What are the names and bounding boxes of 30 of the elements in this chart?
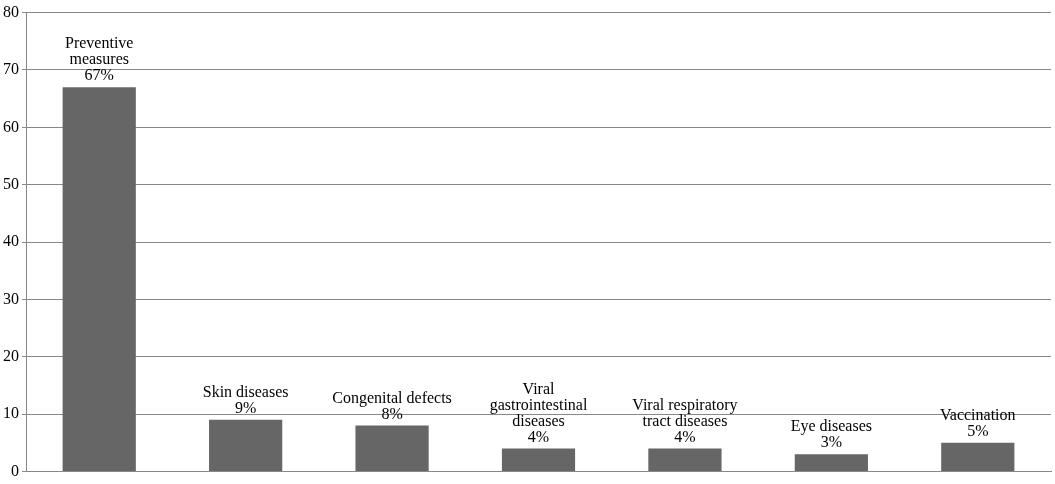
y-tick-label: 40	[3, 232, 19, 250]
y-tick-label: 80	[3, 2, 19, 20]
bar	[501, 448, 576, 471]
bar	[209, 419, 283, 471]
x-tick-label: Vaccination	[940, 405, 1016, 423]
y-tick-label: 50	[3, 174, 19, 192]
y-tick-label: 0	[11, 461, 19, 479]
data-label: 67%	[84, 66, 114, 84]
bar	[648, 448, 722, 471]
x-tick-label: Skin diseases	[202, 382, 289, 400]
data-label: 8%	[381, 404, 403, 422]
data-label: 4%	[674, 427, 696, 445]
y-tick-label: 10	[3, 404, 19, 422]
y-tick-label: 30	[3, 289, 19, 307]
data-label: 3%	[820, 433, 843, 451]
y-tick-label: 60	[3, 117, 19, 135]
x-tick-label: Preventive measures	[65, 34, 134, 68]
data-label: 9%	[234, 398, 257, 416]
y-tick-label: 20	[3, 346, 19, 364]
x-tick-label: Congenital defects	[332, 388, 452, 407]
bar	[941, 442, 1015, 471]
bar	[62, 87, 136, 471]
x-tick-label: Viral gastrointestinal diseases	[489, 379, 588, 429]
x-tick-label: Eye diseases	[790, 417, 873, 436]
data-label: 4%	[527, 427, 550, 445]
y-tick-label: 70	[3, 60, 19, 78]
bar	[355, 425, 429, 471]
x-tick-label: Viral respiratory tract diseases	[632, 395, 738, 429]
bar	[794, 454, 868, 471]
data-label: 5%	[967, 421, 989, 439]
